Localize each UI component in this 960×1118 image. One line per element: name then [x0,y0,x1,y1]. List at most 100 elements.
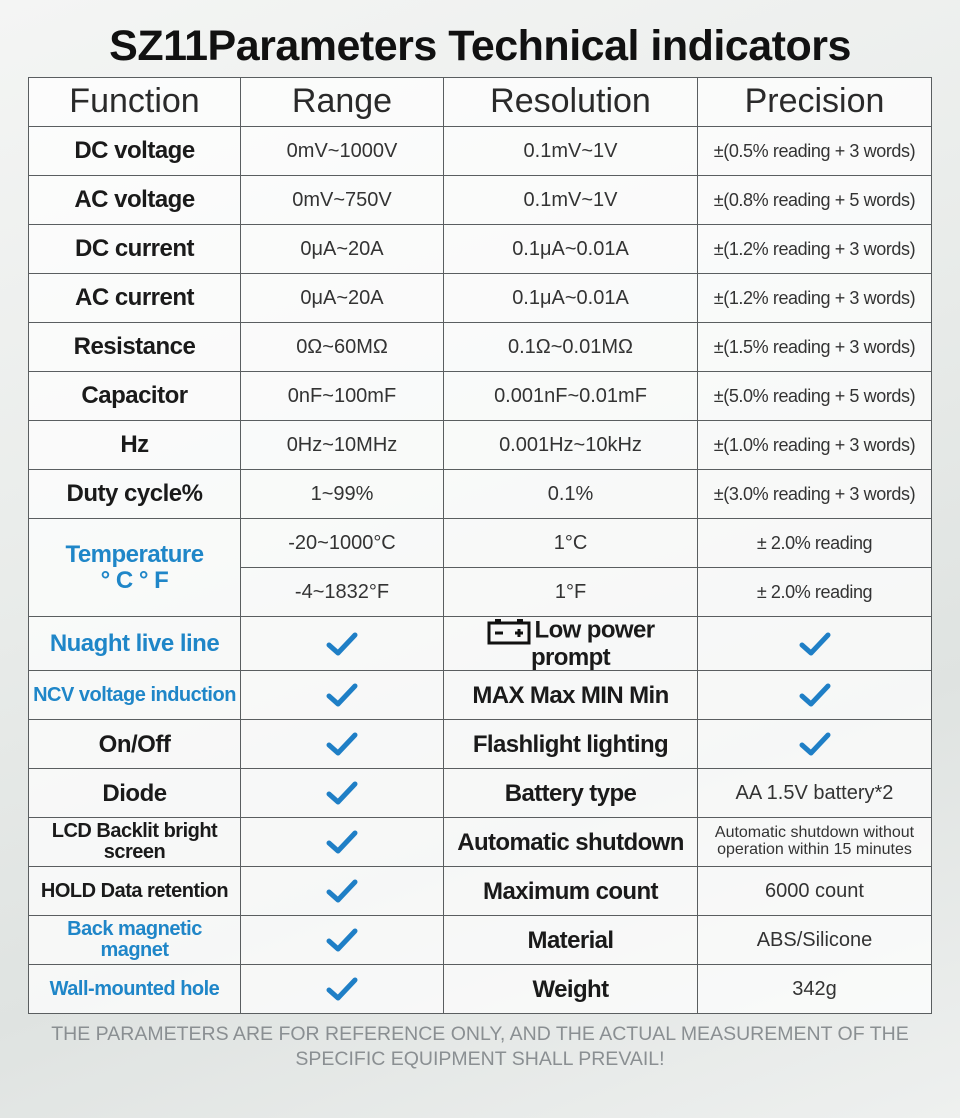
check-icon [326,632,358,656]
item-value: 6000 count [697,866,932,917]
spec-cell: AC voltage [28,175,241,225]
temperature-label-line: ° C ° F [100,566,169,594]
item-name: Automatic shutdown [443,817,698,868]
temperature-cell: ± 2.0% reading [697,518,932,568]
feature-row: HOLD Data retention Maximum count 6000 cou… [28,866,932,917]
item-check [697,719,932,770]
spec-table: Function Range Resolution Precision DC volta… [28,77,932,1015]
spec-row: AC current 0μA~20A 0.1μA~0.01A ±(1.2% readi… [28,273,932,323]
item-value: Automatic shutdown without operation wit… [697,817,932,868]
spec-cell: Resistance [28,322,241,372]
temperature-cell: 1°F [443,567,698,617]
item-name: Flashlight lighting [443,719,698,770]
check-icon [326,781,358,805]
temperature-label: Temperature ° C ° F [28,518,241,617]
temperature-label-line: Temperature [65,541,204,569]
item-value: ABS/Silicone [697,915,932,966]
spec-row: Capacitor 0nF~100mF 0.001nF~0.01mF ±(5.0% r… [28,371,932,421]
temperature-cell: -20~1000°C [240,518,444,568]
feature-name: NCV voltage induction [28,670,241,721]
item-label: Battery type [504,779,637,807]
spec-cell: AC current [28,273,241,323]
spec-cell: DC voltage [28,126,241,176]
footer-note: THE PARAMETERS ARE FOR REFERENCE ONLY, A… [51,1023,909,1070]
temperature-row: Temperature ° C ° F -20~1000°C 1°C ± 2.0% re… [28,518,932,617]
spec-row: AC voltage 0mV~750V 0.1mV~1V ±(0.8% reading… [28,175,932,225]
item-name: Material [443,915,698,966]
column-header: Precision [697,77,932,127]
title: SZ11Parameters Technical indicators [109,22,851,70]
feature-row: Back magnetic magnet Material ABS/Silicone [28,915,932,966]
check-icon [326,732,358,756]
feature-check [240,964,444,1015]
spec-cell: 0.1Ω~0.01MΩ [443,322,698,372]
spec-cell: ±(3.0% reading + 3 words) [697,469,932,519]
spec-cell: ±(1.5% reading + 3 words) [697,322,932,372]
spec-cell: Hz [28,420,241,470]
temperature-cell: -4~1832°F [240,567,444,617]
feature-check [240,670,444,721]
feature-row: On/Off Flashlight lighting [28,719,932,770]
spec-cell: 0nF~100mF [240,371,444,421]
item-label: Weight [532,975,610,1003]
spec-row: Hz 0Hz~10MHz 0.001Hz~10kHz ±(1.0% reading +… [28,420,932,470]
spec-cell: 1~99% [240,469,444,519]
spec-cell: Duty cycle% [28,469,241,519]
spec-cell: 0.1% [443,469,698,519]
spec-cell: DC current [28,224,241,274]
column-header: Function [28,77,241,127]
feature-name: HOLD Data retention [28,866,241,917]
item-label: MAX Max MIN Min [472,681,669,709]
feature-name: Nuaght live line [28,615,241,672]
spec-cell: ±(1.2% reading + 3 words) [697,224,932,274]
spec-row: Resistance 0Ω~60MΩ 0.1Ω~0.01MΩ ±(1.5% readi… [28,322,932,372]
spec-cell: Capacitor [28,371,241,421]
temperature-cell: ± 2.0% reading [697,567,932,617]
spec-cell: 0.1μA~0.01A [443,273,698,323]
item-label: Maximum count [483,877,658,905]
column-header: Range [240,77,444,127]
check-icon [326,977,358,1001]
spec-cell: ±(0.8% reading + 5 words) [697,175,932,225]
feature-row: Diode Battery type AA 1.5V battery*2 [28,768,932,819]
spec-row: DC current 0μA~20A 0.1μA~0.01A ±(1.2% readi… [28,224,932,274]
spec-cell: ±(1.0% reading + 3 words) [697,420,932,470]
check-icon [326,683,358,707]
item-label: Low power prompt [530,616,655,671]
feature-row: LCD Backlit bright screen Automatic shutd… [28,817,932,868]
spec-cell: 0μA~20A [240,224,444,274]
temperature-cell: 1°C [443,518,698,568]
item-name: Maximum count [443,866,698,917]
spec-cell: 0Ω~60MΩ [240,322,444,372]
check-icon [326,879,358,903]
spec-cell: 0.1μA~0.01A [443,224,698,274]
feature-check [240,719,444,770]
item-check [697,615,932,672]
spec-cell: 0Hz~10MHz [240,420,444,470]
spec-cell: 0mV~1000V [240,126,444,176]
item-value: 342g [697,964,932,1015]
check-icon [326,830,358,854]
feature-row: Wall-mounted hole Weight 342g [28,964,932,1015]
column-header: Resolution [443,77,698,127]
spec-cell: ±(5.0% reading + 5 words) [697,371,932,421]
table-body: Function Range Resolution Precision DC volta… [28,77,932,1015]
feature-name: Diode [28,768,241,819]
spec-cell: 0μA~20A [240,273,444,323]
item-value: AA 1.5V battery*2 [697,768,932,819]
check-icon [799,732,830,756]
temperature-row: -4~1832°F 1°F ± 2.0% reading [29,567,932,617]
feature-check [240,817,444,868]
spec-cell: 0.001nF~0.01mF [443,371,698,421]
spec-row: DC voltage 0mV~1000V 0.1mV~1V ±(0.5% readin… [28,126,932,176]
item-name: MAX Max MIN Min [443,670,698,721]
feature-name: Wall-mounted hole [28,964,241,1015]
item-name: Weight [443,964,698,1015]
check-icon [799,683,830,707]
feature-name: Back magnetic magnet [28,915,241,966]
item-label: Flashlight lighting [472,730,669,758]
feature-check [240,768,444,819]
spec-cell: 0.1mV~1V [443,126,698,176]
feature-check [240,615,444,672]
